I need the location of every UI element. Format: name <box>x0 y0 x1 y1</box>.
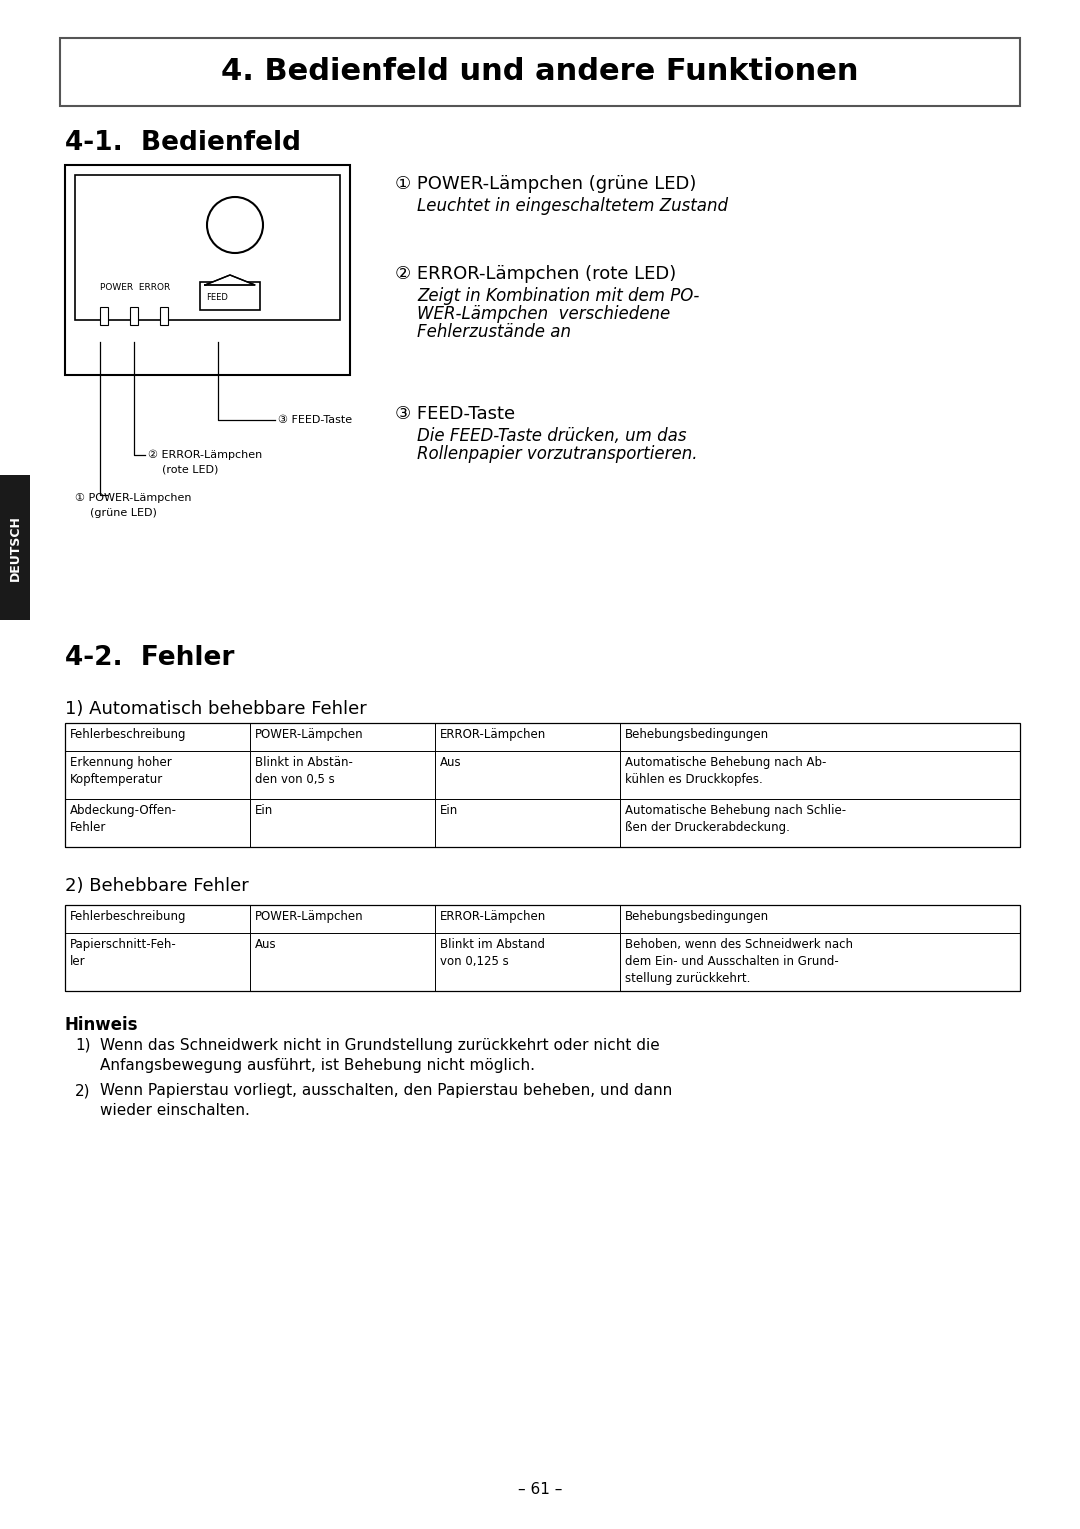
Polygon shape <box>205 275 255 284</box>
Text: Automatische Behebung nach Ab-: Automatische Behebung nach Ab- <box>625 755 826 769</box>
Text: 4-2.  Fehler: 4-2. Fehler <box>65 645 234 671</box>
Text: 4. Bedienfeld und andere Funktionen: 4. Bedienfeld und andere Funktionen <box>221 58 859 87</box>
Text: POWER-Lämpchen: POWER-Lämpchen <box>255 728 364 742</box>
Text: Behoben, wenn des Schneidwerk nach: Behoben, wenn des Schneidwerk nach <box>625 937 853 951</box>
Text: (grüne LED): (grüne LED) <box>90 508 157 518</box>
Text: (rote LED): (rote LED) <box>162 465 218 476</box>
Text: Zeigt in Kombination mit dem PO-: Zeigt in Kombination mit dem PO- <box>417 287 700 304</box>
Text: Blinkt im Abstand: Blinkt im Abstand <box>440 937 545 951</box>
Text: Behebungsbedingungen: Behebungsbedingungen <box>625 910 769 924</box>
Text: Anfangsbewegung ausführt, ist Behebung nicht möglich.: Anfangsbewegung ausführt, ist Behebung n… <box>100 1058 535 1073</box>
Text: Aus: Aus <box>255 937 276 951</box>
Bar <box>65 723 1020 847</box>
Text: 1): 1) <box>75 1038 91 1053</box>
Text: den von 0,5 s: den von 0,5 s <box>255 774 335 786</box>
Text: Papierschnitt-Feh-: Papierschnitt-Feh- <box>70 937 177 951</box>
Text: ③ FEED-Taste: ③ FEED-Taste <box>278 414 352 425</box>
Text: ③ FEED-Taste: ③ FEED-Taste <box>395 405 515 424</box>
Text: Fehlerbeschreibung: Fehlerbeschreibung <box>70 728 187 742</box>
Text: Kopftemperatur: Kopftemperatur <box>70 774 163 786</box>
Text: DEUTSCH: DEUTSCH <box>9 515 22 581</box>
Text: Fehlerbeschreibung: Fehlerbeschreibung <box>70 910 187 924</box>
Text: Die FEED-Taste drücken, um das: Die FEED-Taste drücken, um das <box>417 427 687 445</box>
Text: FEED: FEED <box>206 294 228 303</box>
Text: ① POWER-Lämpchen (grüne LED): ① POWER-Lämpchen (grüne LED) <box>395 174 697 193</box>
Text: Ein: Ein <box>255 804 273 816</box>
Bar <box>100 307 108 326</box>
Text: POWER  ERROR: POWER ERROR <box>100 283 171 292</box>
Text: wieder einschalten.: wieder einschalten. <box>100 1102 249 1118</box>
Bar <box>65 165 350 375</box>
Text: ② ERROR-Lämpchen: ② ERROR-Lämpchen <box>148 450 262 460</box>
Bar <box>60 38 1020 106</box>
Text: 4-1.  Bedienfeld: 4-1. Bedienfeld <box>65 130 301 156</box>
Text: ② ERROR-Lämpchen (rote LED): ② ERROR-Lämpchen (rote LED) <box>395 265 676 283</box>
Text: dem Ein- und Ausschalten in Grund-: dem Ein- und Ausschalten in Grund- <box>625 956 839 968</box>
Text: Erkennung hoher: Erkennung hoher <box>70 755 172 769</box>
Text: Fehler: Fehler <box>70 821 106 833</box>
Text: Automatische Behebung nach Schlie-: Automatische Behebung nach Schlie- <box>625 804 846 816</box>
Bar <box>65 905 1020 991</box>
Bar <box>130 307 138 326</box>
Text: ler: ler <box>70 956 85 968</box>
Bar <box>160 307 168 326</box>
Text: Wenn das Schneidwerk nicht in Grundstellung zurückkehrt oder nicht die: Wenn das Schneidwerk nicht in Grundstell… <box>100 1038 660 1053</box>
Text: Aus: Aus <box>440 755 461 769</box>
Text: Wenn Papierstau vorliegt, ausschalten, den Papierstau beheben, und dann: Wenn Papierstau vorliegt, ausschalten, d… <box>100 1083 672 1098</box>
Text: Hinweis: Hinweis <box>65 1015 138 1034</box>
Bar <box>75 174 340 320</box>
Text: POWER-Lämpchen: POWER-Lämpchen <box>255 910 364 924</box>
Bar <box>0 476 30 619</box>
Text: 2): 2) <box>75 1083 91 1098</box>
Text: ßen der Druckerabdeckung.: ßen der Druckerabdeckung. <box>625 821 789 833</box>
Bar <box>200 281 260 310</box>
Text: ERROR-Lämpchen: ERROR-Lämpchen <box>440 728 546 742</box>
Text: – 61 –: – 61 – <box>517 1483 563 1497</box>
Text: Leuchtet in eingeschaltetem Zustand: Leuchtet in eingeschaltetem Zustand <box>417 197 728 216</box>
Text: Fehlerzustände an: Fehlerzustände an <box>417 323 571 341</box>
Text: ERROR-Lämpchen: ERROR-Lämpchen <box>440 910 546 924</box>
Text: 1) Automatisch behebbare Fehler: 1) Automatisch behebbare Fehler <box>65 700 367 719</box>
Text: von 0,125 s: von 0,125 s <box>440 956 509 968</box>
Text: Blinkt in Abstän-: Blinkt in Abstän- <box>255 755 353 769</box>
Text: Ein: Ein <box>440 804 458 816</box>
Text: Rollenpapier vorzutransportieren.: Rollenpapier vorzutransportieren. <box>417 445 698 463</box>
Text: stellung zurückkehrt.: stellung zurückkehrt. <box>625 972 751 985</box>
Text: Abdeckung-Offen-: Abdeckung-Offen- <box>70 804 177 816</box>
Text: kühlen es Druckkopfes.: kühlen es Druckkopfes. <box>625 774 762 786</box>
Text: Behebungsbedingungen: Behebungsbedingungen <box>625 728 769 742</box>
Circle shape <box>207 197 264 252</box>
Text: 2) Behebbare Fehler: 2) Behebbare Fehler <box>65 878 248 894</box>
Text: WER-Lämpchen  verschiedene: WER-Lämpchen verschiedene <box>417 304 671 323</box>
Text: ① POWER-Lämpchen: ① POWER-Lämpchen <box>75 492 191 503</box>
